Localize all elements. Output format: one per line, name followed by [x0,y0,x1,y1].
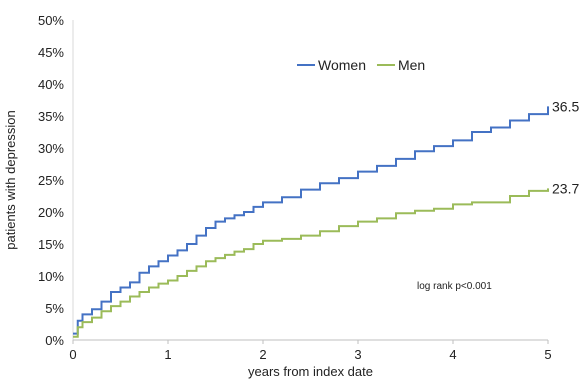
y-axis-ticks: 0% 5% 10% 15% 20% 25% 30% 35% 40% 45% 50% [38,13,64,348]
y-tick-label: 30% [38,141,64,156]
y-tick-label: 0% [45,333,64,348]
x-tick-label: 5 [544,347,551,362]
legend-label-men: Men [398,57,425,73]
end-label-men: 23.7 [552,180,579,196]
legend-label-women: Women [318,57,366,73]
x-axis-title: years from index date [248,364,373,379]
x-tick-label: 3 [354,347,361,362]
x-tick-label: 0 [69,347,76,362]
x-axis-ticks: 0 1 2 3 4 5 [69,340,552,362]
x-tick-label: 1 [164,347,171,362]
y-tick-label: 25% [38,173,64,188]
y-tick-label: 40% [38,77,64,92]
series-line-women [73,106,549,335]
x-tick-label: 2 [259,347,266,362]
series-layer: 36.5 23.7 [73,98,579,338]
log-rank-annotation: log rank p<0.001 [417,281,492,292]
end-label-women: 36.5 [552,98,579,114]
y-tick-label: 10% [38,269,64,284]
y-tick-label: 50% [38,13,64,28]
y-tick-label: 15% [38,237,64,252]
y-tick-label: 45% [38,45,64,60]
y-tick-label: 20% [38,205,64,220]
legend: Women Men [297,57,425,73]
x-tick-label: 4 [449,347,456,362]
y-axis-title: patients with depression [3,110,18,249]
series-line-men [73,188,549,338]
y-tick-label: 35% [38,109,64,124]
y-tick-label: 5% [45,301,64,316]
